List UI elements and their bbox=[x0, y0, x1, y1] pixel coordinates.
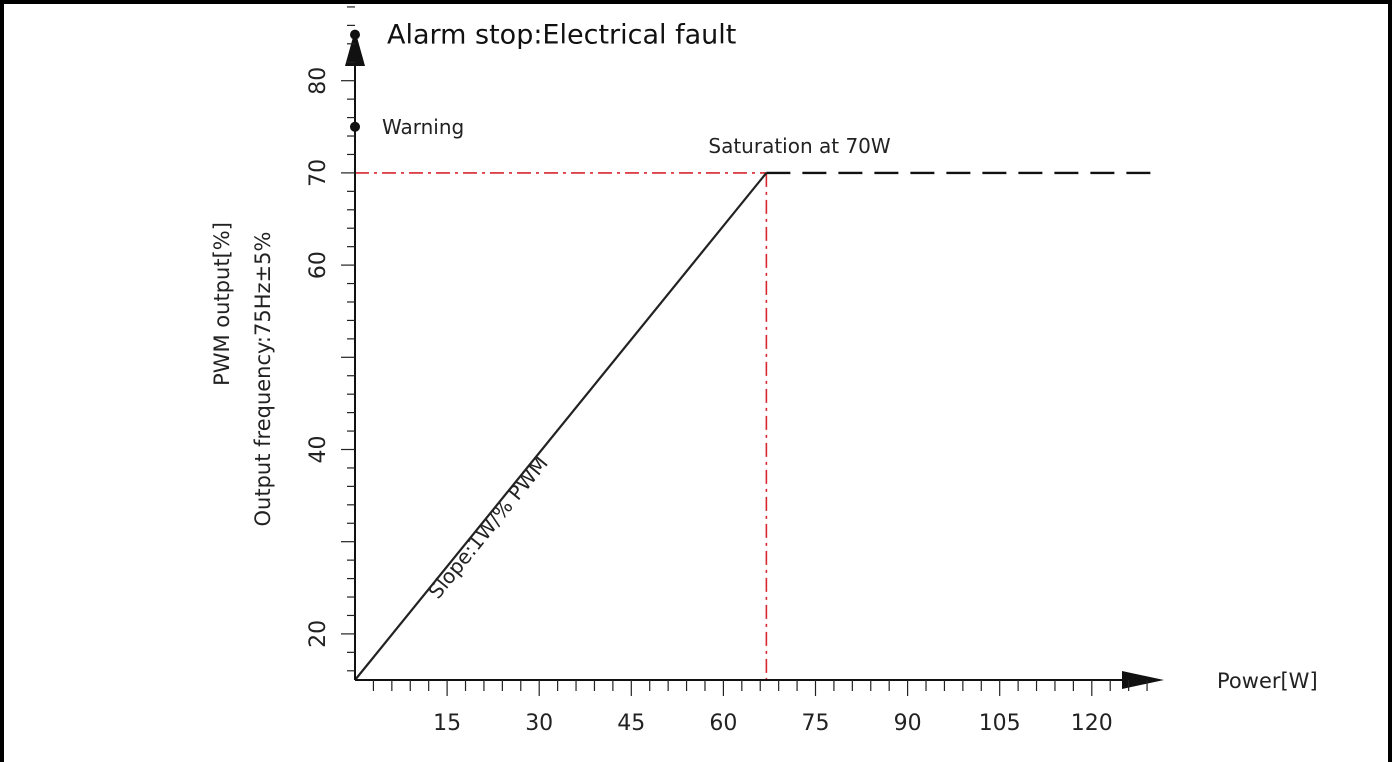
x-tick-label: 60 bbox=[709, 711, 737, 736]
saturation-annotation: Saturation at 70W bbox=[708, 134, 891, 158]
ticks bbox=[341, 6, 1148, 696]
status-marker-dot bbox=[350, 29, 360, 40]
y-axis-title: PWM output[%] bbox=[210, 222, 234, 386]
status-marker-label: Alarm stop:Electrical fault bbox=[387, 20, 736, 51]
x-tick-label: 15 bbox=[433, 711, 461, 736]
y-axis-secondary-title: Output frequency:75Hz±5% bbox=[251, 232, 275, 527]
annotations: Saturation at 70W Slope:1W/% PWM bbox=[423, 134, 891, 603]
status-marker-label: Alarm stop:Fault,blocked pump bbox=[387, 4, 807, 5]
y-tick-label: 40 bbox=[306, 436, 331, 464]
y-tick-label: 20 bbox=[306, 620, 331, 648]
y-axis-arrow bbox=[345, 30, 365, 66]
pwm-power-chart: 153045607590105120204060708090100Power[W… bbox=[210, 4, 1318, 736]
y-tick-label: 80 bbox=[306, 67, 331, 95]
slope-line bbox=[354, 172, 768, 681]
status-marker-label: Warning bbox=[382, 115, 464, 139]
y-tick-label: 70 bbox=[306, 159, 331, 187]
slope-annotation: Slope:1W/% PWM bbox=[423, 451, 552, 603]
x-tick-label: 90 bbox=[894, 711, 922, 736]
y-tick-label: 60 bbox=[306, 251, 331, 279]
series-lines bbox=[354, 171, 1154, 681]
reference-lines bbox=[355, 172, 768, 680]
x-tick-label: 120 bbox=[1071, 711, 1113, 736]
tick-labels: 153045607590105120204060708090100Power[W… bbox=[210, 67, 1318, 736]
x-tick-label: 30 bbox=[525, 711, 553, 736]
x-axis-title: Power[W] bbox=[1217, 669, 1318, 693]
x-tick-label: 75 bbox=[802, 711, 830, 736]
x-axis-arrow bbox=[1122, 671, 1164, 689]
status-marker-dot bbox=[350, 121, 360, 132]
x-tick-label: 45 bbox=[617, 711, 645, 736]
axes bbox=[345, 30, 1164, 689]
markers: Standby(stop)Alarm stop:Fault,blocked pu… bbox=[350, 4, 807, 139]
x-tick-label: 105 bbox=[979, 711, 1021, 736]
